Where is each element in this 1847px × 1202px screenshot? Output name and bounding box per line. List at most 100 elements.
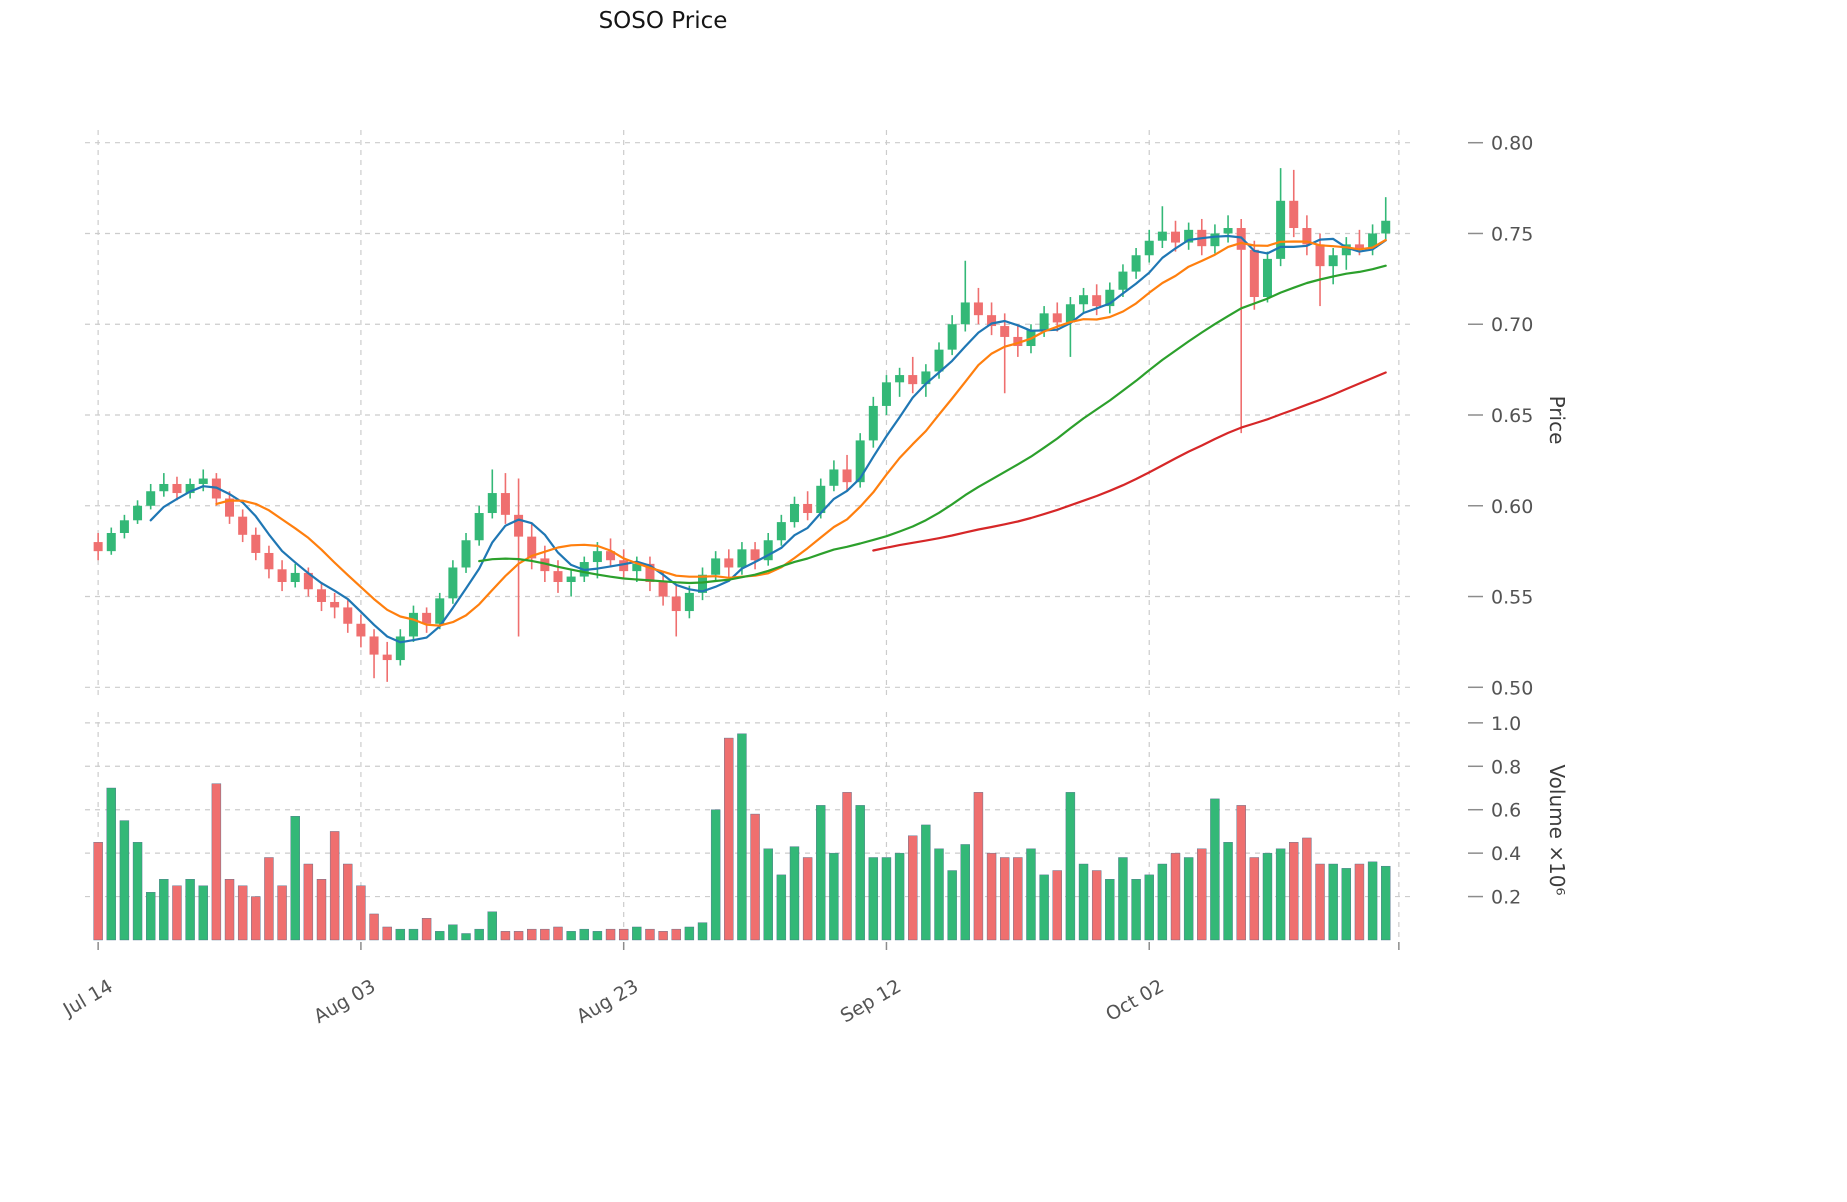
volume-bar bbox=[132, 842, 143, 941]
volume-bar bbox=[356, 885, 366, 941]
candle-body bbox=[632, 563, 642, 572]
date-tick-label: Aug 03 bbox=[310, 975, 379, 1028]
candle-body bbox=[1302, 228, 1312, 245]
candle-body bbox=[251, 534, 261, 553]
candle-body bbox=[540, 558, 550, 572]
candle-body bbox=[645, 563, 655, 583]
candle-body bbox=[842, 469, 852, 483]
candle-body bbox=[921, 371, 931, 385]
candle-body bbox=[724, 558, 734, 568]
chart-title: SOSO Price bbox=[598, 8, 728, 34]
volume-bar bbox=[1013, 857, 1023, 941]
volume-bar bbox=[421, 918, 432, 941]
candle-body bbox=[435, 598, 445, 624]
volume-bar bbox=[185, 879, 195, 941]
price-tick-label: 0.80 bbox=[1491, 133, 1533, 155]
date-tick-label: Aug 23 bbox=[573, 975, 642, 1028]
volume-bar bbox=[671, 928, 681, 941]
candle-body bbox=[881, 382, 891, 406]
volume-bar bbox=[145, 892, 156, 941]
volume-bar bbox=[947, 870, 957, 941]
volume-bar bbox=[776, 874, 787, 941]
candle-body bbox=[868, 405, 878, 441]
candle-body bbox=[816, 485, 826, 514]
volume-bar bbox=[316, 879, 327, 941]
volume-bar bbox=[395, 928, 406, 941]
volume-bar bbox=[684, 926, 695, 941]
volume-bar bbox=[106, 787, 116, 941]
date-tick-label: Oct 02 bbox=[1102, 975, 1168, 1026]
candle-body bbox=[303, 572, 313, 590]
volume-bar bbox=[829, 852, 839, 941]
volume-bar bbox=[500, 931, 511, 941]
candle-body bbox=[172, 483, 182, 494]
volume-bar bbox=[1354, 863, 1365, 941]
volume-bar bbox=[1249, 857, 1260, 941]
candle-body bbox=[1157, 231, 1167, 241]
candle-body bbox=[93, 542, 103, 552]
volume-bar bbox=[1275, 848, 1286, 941]
candle-body bbox=[1092, 295, 1102, 307]
volume-bar bbox=[461, 933, 471, 941]
candle-body bbox=[684, 592, 694, 612]
candle-body bbox=[500, 493, 510, 515]
price-axis-label: Price bbox=[1545, 396, 1569, 445]
candle-body bbox=[461, 540, 471, 568]
volume-bar bbox=[632, 926, 642, 941]
candle-body bbox=[514, 514, 524, 537]
volume-bar bbox=[303, 863, 314, 941]
price-tick-label: 0.75 bbox=[1491, 223, 1533, 245]
candle-body bbox=[1341, 244, 1351, 256]
candle-body bbox=[369, 636, 379, 655]
volume-bar bbox=[198, 885, 208, 941]
volume-bar bbox=[605, 928, 616, 941]
candle-body bbox=[1249, 249, 1259, 298]
price-tick-label: 0.70 bbox=[1491, 314, 1533, 336]
price-tick-label: 0.50 bbox=[1491, 677, 1533, 699]
volume-bar bbox=[224, 879, 235, 941]
volume-bar bbox=[1039, 874, 1049, 941]
volume-bar bbox=[868, 857, 879, 941]
volume-bar bbox=[1105, 879, 1115, 941]
candle-body bbox=[264, 552, 274, 570]
volume-bar bbox=[1210, 798, 1220, 941]
volume-bar bbox=[697, 922, 708, 941]
volume-bar bbox=[1341, 868, 1352, 941]
volume-bar bbox=[750, 813, 760, 941]
volume-bar bbox=[1367, 861, 1378, 941]
volume-bar bbox=[1315, 863, 1325, 941]
candle-body bbox=[973, 302, 983, 316]
candle-body bbox=[1052, 313, 1062, 323]
candle-body bbox=[1144, 240, 1154, 256]
volume-tick-label: 0.2 bbox=[1491, 887, 1521, 909]
candle-body bbox=[908, 375, 918, 385]
volume-bar bbox=[973, 792, 984, 941]
candle-body bbox=[395, 636, 405, 661]
price-tick-label: 0.60 bbox=[1491, 496, 1533, 518]
candle-body bbox=[750, 549, 760, 561]
volume-tick-label: 0.4 bbox=[1491, 843, 1521, 865]
volume-bar bbox=[264, 857, 274, 941]
candle-body bbox=[960, 302, 970, 325]
candle-body bbox=[316, 589, 326, 602]
candle-body bbox=[711, 558, 721, 575]
volume-bar bbox=[816, 805, 826, 941]
volume-bar bbox=[789, 846, 800, 941]
volume-bar bbox=[159, 879, 169, 941]
candle-body bbox=[619, 560, 629, 572]
volume-bar bbox=[592, 931, 603, 941]
volume-bar bbox=[710, 809, 721, 941]
candle-body bbox=[658, 582, 668, 597]
candle-body bbox=[1105, 289, 1115, 307]
candle-body bbox=[1039, 313, 1049, 330]
volume-bar bbox=[1170, 852, 1181, 941]
date-tick-label: Jul 14 bbox=[59, 975, 117, 1021]
volume-bar bbox=[1052, 870, 1062, 941]
candle-body bbox=[1184, 229, 1194, 243]
candle-body bbox=[776, 522, 786, 541]
candle-body bbox=[225, 498, 235, 517]
volume-bar bbox=[1289, 842, 1299, 941]
candle-body bbox=[343, 607, 353, 624]
volume-bar bbox=[1026, 848, 1036, 941]
